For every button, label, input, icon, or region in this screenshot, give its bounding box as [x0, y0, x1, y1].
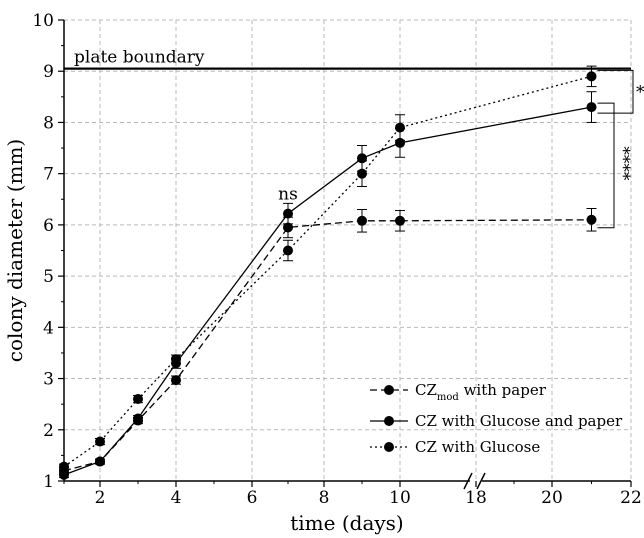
series-line	[63, 75, 592, 468]
series	[59, 65, 597, 480]
axis-break-mark	[463, 472, 473, 490]
data-point	[59, 469, 69, 480]
x-tick-label: 10	[389, 488, 411, 508]
significance-star-quad: ****	[613, 146, 633, 181]
y-axis-title: colony diameter (mm)	[3, 139, 27, 362]
x-tick-label: 4	[171, 488, 182, 508]
x-tick-label: 2	[95, 488, 106, 508]
x-tick-label: 20	[541, 488, 563, 508]
data-point	[95, 436, 105, 447]
y-tick-label: 2	[43, 421, 54, 441]
data-point	[586, 71, 597, 82]
legend-marker	[384, 442, 394, 452]
x-tick-label: 8	[319, 488, 330, 508]
legend-label: CZ with Glucose and paper	[415, 412, 623, 430]
data-point	[395, 215, 405, 226]
series-line	[63, 106, 592, 476]
significance-bracket	[597, 69, 634, 114]
y-tick-label: 9	[43, 62, 54, 82]
y-tick-label: 6	[43, 216, 54, 236]
data-point	[283, 245, 293, 256]
plate-boundary: plate boundary	[64, 48, 631, 70]
data-point	[283, 208, 293, 219]
data-point	[171, 354, 181, 365]
series-1	[59, 207, 597, 476]
x-tick-label: 22	[620, 488, 642, 508]
plate-boundary-label: plate boundary	[74, 48, 205, 68]
series-3	[59, 65, 597, 472]
legend-label: CZmod with paper	[415, 381, 547, 403]
y-tick-label: 10	[32, 11, 54, 31]
y-tick-label: 3	[43, 370, 54, 390]
axis-break-mark	[476, 472, 486, 490]
x-tick-label: 18	[465, 488, 487, 508]
legend-label: CZ with Glucose	[415, 438, 540, 456]
data-point	[283, 222, 293, 233]
grid	[64, 19, 632, 481]
data-point	[357, 168, 367, 179]
data-point	[357, 215, 367, 226]
series-2	[59, 91, 597, 480]
data-point	[133, 394, 143, 405]
x-tick-label: 6	[247, 488, 258, 508]
axes: 1 2 3 4 5 6 7 8 9 10 2 4 6 8 10 18 20 22	[32, 11, 641, 508]
legend-marker	[384, 416, 394, 426]
ns-annotation: ns	[278, 185, 298, 205]
x-axis-title: time (days)	[290, 511, 404, 535]
data-point	[59, 461, 69, 472]
significance-star-single: *	[636, 83, 644, 103]
legend-marker	[384, 385, 394, 395]
y-tick-label: 4	[43, 318, 54, 338]
y-tick-label: 5	[43, 267, 54, 287]
data-point	[171, 375, 181, 386]
data-point	[133, 413, 143, 424]
y-tick-label: 8	[43, 113, 54, 133]
y-tick-label: 7	[43, 165, 54, 185]
data-point	[395, 122, 405, 133]
data-point	[95, 456, 105, 467]
series-line	[63, 219, 592, 472]
annotations: ns * ****	[278, 69, 644, 229]
data-point	[586, 214, 597, 225]
legend: CZmod with paper CZ with Glucose and pape…	[370, 381, 623, 456]
significance-bracket	[597, 102, 615, 229]
data-point	[586, 102, 597, 113]
y-tick-label: 1	[43, 472, 54, 492]
